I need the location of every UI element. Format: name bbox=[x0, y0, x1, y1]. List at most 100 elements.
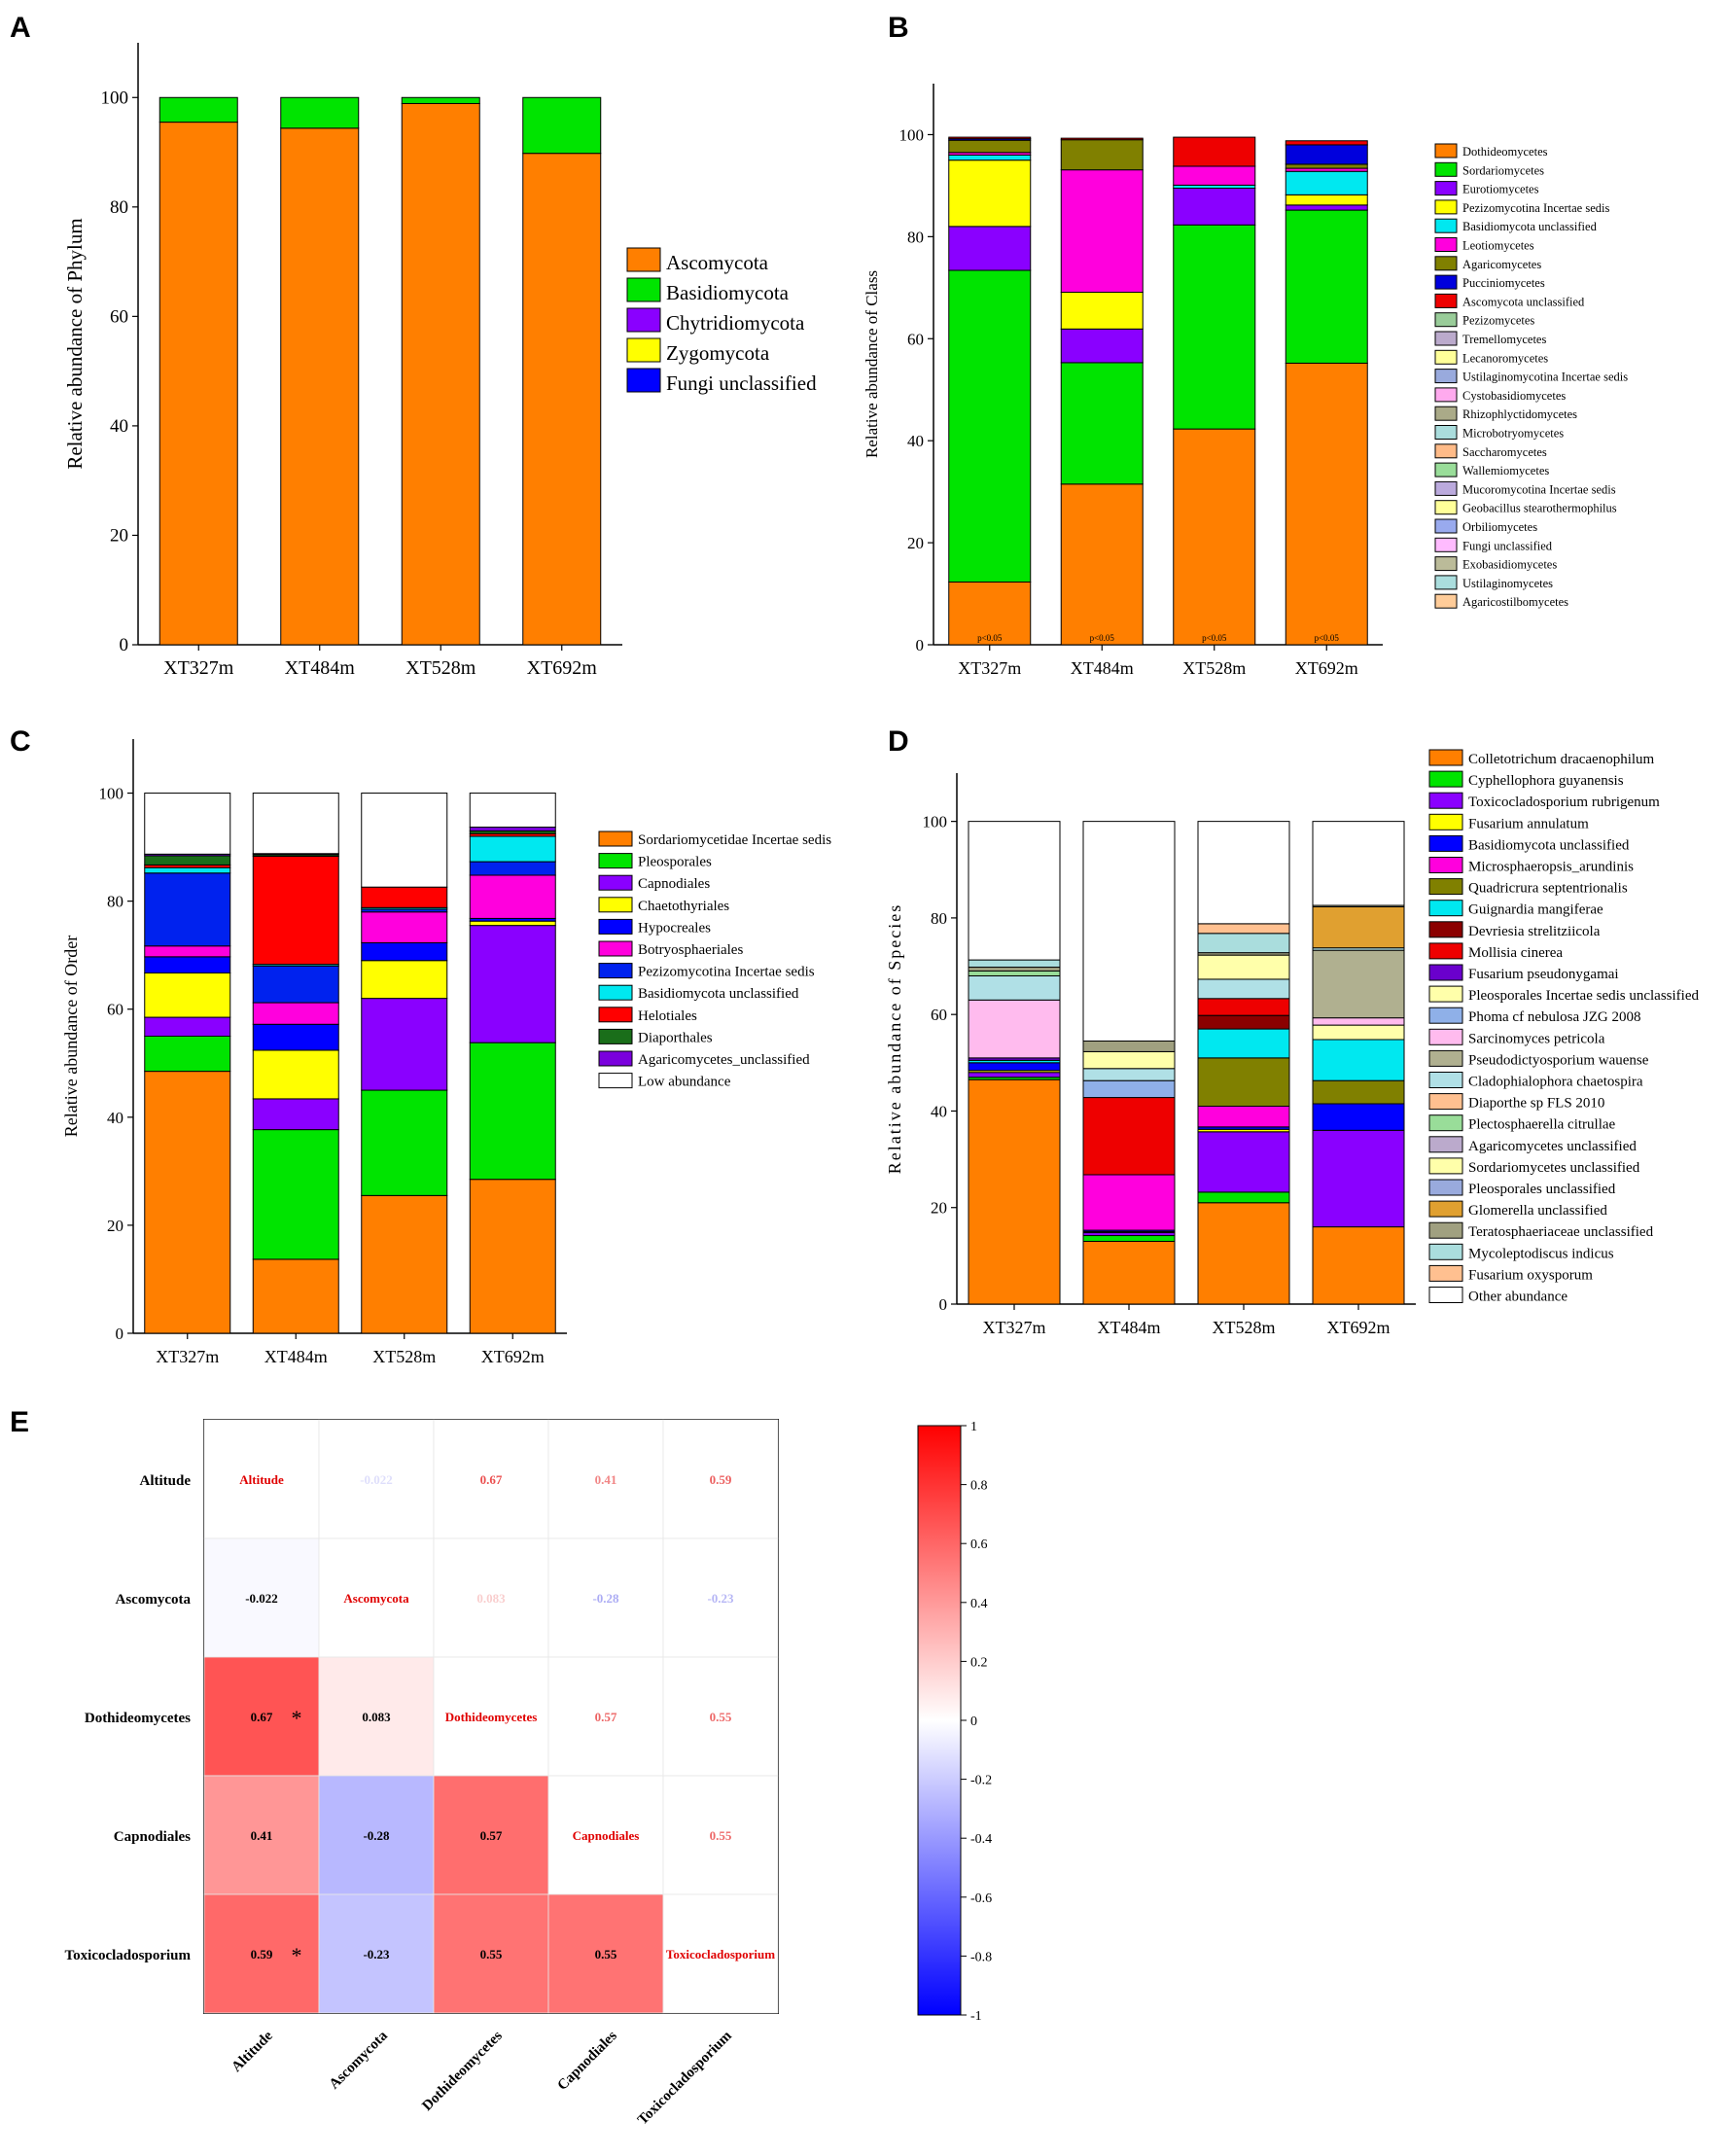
bar-segment-eurotiomycetes bbox=[1060, 328, 1144, 364]
bar-segment-ascomycota-unclassified bbox=[1285, 140, 1368, 146]
heatmap-cell bbox=[547, 1419, 664, 1539]
heatmap-value: 0.55 bbox=[480, 1947, 503, 1962]
legend-label: Glomerella unclassified bbox=[1468, 1203, 1607, 1219]
y-tick-label: 40 bbox=[107, 1109, 123, 1127]
bar-segment-sordariomycetidae-incertae-sedis bbox=[361, 1194, 448, 1334]
column-label: Toxicocladosporium bbox=[635, 2028, 735, 2128]
heatmap-cell bbox=[662, 1656, 779, 1777]
bar-segment-leotiomycetes bbox=[1173, 165, 1256, 186]
legend-label: Pseudodictyosporium wauense bbox=[1468, 1052, 1649, 1068]
heatmap-diagonal-label: Capnodiales bbox=[573, 1828, 640, 1843]
bar-segment-pucciniomycetes bbox=[1285, 144, 1368, 165]
y-tick-label: 100 bbox=[101, 88, 129, 108]
y-tick-label: 0 bbox=[939, 1295, 948, 1314]
colorbar-tick-label: -0.8 bbox=[970, 1950, 992, 1964]
heatmap-cell bbox=[203, 1537, 320, 1658]
bar-segment-glomerella-unclassified bbox=[1312, 905, 1405, 949]
legend-label: Ascomycota bbox=[666, 251, 769, 274]
bar-segment-dothideomycetes bbox=[1285, 362, 1368, 646]
bar-segment-pezizomycotina-incertae-sedis bbox=[144, 872, 231, 947]
x-tick-label: XT692m bbox=[527, 657, 598, 679]
legend-swatch-leotiomycetes bbox=[1434, 237, 1458, 252]
heatmap-cell bbox=[203, 1893, 320, 2014]
bar-segment-pezizomycotina-incertae-sedis bbox=[1060, 292, 1144, 330]
bar-segment-basidiomycota bbox=[522, 96, 602, 155]
heatmap-diagonal-label: Dothideomycetes bbox=[445, 1710, 538, 1724]
legend-swatch-tremellomycetes bbox=[1434, 331, 1458, 346]
bar-segment-ascomycota bbox=[401, 102, 480, 646]
bar-segment-capnodiales bbox=[144, 1016, 231, 1037]
bar-segment-mollisia-cinerea bbox=[1197, 998, 1290, 1016]
heatmap-value: 0.55 bbox=[710, 1828, 732, 1843]
heatmap-cell bbox=[318, 1537, 435, 1658]
legend-swatch-other-abundance bbox=[1428, 1287, 1463, 1303]
row-label: Toxicocladosporium bbox=[65, 1948, 192, 1963]
legend-label: Rhizophlyctidomycetes bbox=[1462, 407, 1577, 421]
bar-segment-low-abundance bbox=[144, 793, 231, 855]
bar-segment-pleosporales bbox=[361, 1089, 448, 1196]
x-tick-label: XT528m bbox=[372, 1347, 436, 1366]
bar-segment-guignardia-mangiferae bbox=[1312, 1039, 1405, 1081]
bar-annotation: p<0.05 bbox=[1202, 633, 1227, 643]
panel-letter-c: C bbox=[10, 725, 31, 758]
bar-segment-basidiomycota-unclassified bbox=[144, 866, 231, 874]
row-label: Dothideomycetes bbox=[85, 1711, 191, 1726]
heatmap-value: -0.23 bbox=[707, 1591, 734, 1606]
y-tick-label: 40 bbox=[907, 432, 924, 450]
legend-label: Sordariomycetes unclassified bbox=[1468, 1160, 1640, 1176]
column-label: Dothideomycetes bbox=[419, 2028, 506, 2114]
legend-label: Devriesia strelitziicola bbox=[1468, 924, 1601, 939]
row-label: Altitude bbox=[140, 1473, 192, 1489]
panel-letter-e: E bbox=[10, 1406, 29, 1438]
legend-swatch-agaricomycetes bbox=[1434, 256, 1458, 271]
bar-segment-helotiales bbox=[361, 886, 448, 908]
bar-annotation: p<0.05 bbox=[977, 633, 1003, 643]
x-tick-label: XT327m bbox=[156, 1347, 219, 1366]
legend-swatch-mycoleptodiscus-indicus bbox=[1428, 1243, 1463, 1260]
y-tick-label: 20 bbox=[907, 534, 924, 552]
legend-swatch-colletotrichum-dracaenophilum bbox=[1428, 749, 1463, 766]
significance-marker: * bbox=[292, 1706, 302, 1730]
bar-annotation: p<0.05 bbox=[1090, 633, 1115, 643]
legend-swatch-ascomycota-unclassified bbox=[1434, 293, 1458, 308]
legend-label: Fusarium pseudonygamai bbox=[1468, 967, 1619, 982]
bar-segment-pezizomycotina-incertae-sedis bbox=[1285, 194, 1368, 206]
legend-swatch-eurotiomycetes bbox=[1434, 181, 1458, 196]
y-tick-label: 40 bbox=[110, 416, 128, 437]
legend-swatch-basidiomycota-unclassified bbox=[1428, 834, 1463, 852]
bar-segment-capnodiales bbox=[361, 998, 448, 1091]
column-label: Altitude bbox=[229, 2028, 276, 2075]
legend-swatch-pucciniomycetes bbox=[1434, 274, 1458, 290]
y-tick-label: 100 bbox=[899, 125, 925, 144]
bar-segment-sordariomycetes bbox=[1285, 209, 1368, 364]
legend-swatch-fungi-unclassified bbox=[1434, 537, 1458, 552]
y-axis-label: Relative abundance of Phylum bbox=[63, 218, 87, 469]
bar-segment-basidiomycota-unclassified bbox=[1312, 1103, 1405, 1131]
legend-label: Microbotryomycetes bbox=[1462, 427, 1564, 441]
bar-segment-ascomycota bbox=[522, 153, 602, 646]
legend-swatch-microsphaeropsis-arundinis bbox=[1428, 857, 1463, 873]
heatmap-value: 0.67 bbox=[480, 1472, 503, 1487]
bar-segment-basidiomycota-unclassified bbox=[948, 154, 1032, 161]
bar-segment-sordariomycetes-unclassified bbox=[1082, 1050, 1176, 1070]
bar-segment-pleosporales bbox=[144, 1036, 231, 1073]
legend-swatch-chytridiomycota bbox=[626, 307, 661, 333]
legend-swatch-botryosphaeriales bbox=[598, 940, 633, 957]
heatmap-value: -0.28 bbox=[363, 1828, 390, 1843]
legend-label: Toxicocladosporium rubrigenum bbox=[1468, 795, 1660, 810]
legend-label: Agaricomycetes unclassified bbox=[1468, 1139, 1637, 1154]
legend-swatch-dothideomycetes bbox=[1434, 143, 1458, 159]
panel-c: C 0 20 40 60 80 100 Relative abundance of Order… bbox=[10, 725, 831, 1366]
legend-label: Fusarium oxysporum bbox=[1468, 1267, 1593, 1283]
legend-label: Wallemiomycetes bbox=[1462, 464, 1549, 477]
x-tick-label: XT484m bbox=[285, 657, 356, 679]
legend-swatch-ustilaginomycotina-incertae-sedis bbox=[1434, 369, 1458, 384]
heatmap-diagonal-label: Altitude bbox=[239, 1472, 284, 1487]
legend-swatch-cystobasidiomycetes bbox=[1434, 387, 1458, 403]
legend-label: Basidiomycota unclassified bbox=[638, 986, 799, 1002]
colorbar-tick-label: 0.8 bbox=[970, 1479, 988, 1494]
x-tick-label: XT692m bbox=[1295, 658, 1358, 678]
heatmap-value: 0.59 bbox=[710, 1472, 732, 1487]
panel-letter-a: A bbox=[10, 12, 31, 44]
legend-swatch-basidiomycota-unclassified bbox=[598, 984, 633, 1001]
